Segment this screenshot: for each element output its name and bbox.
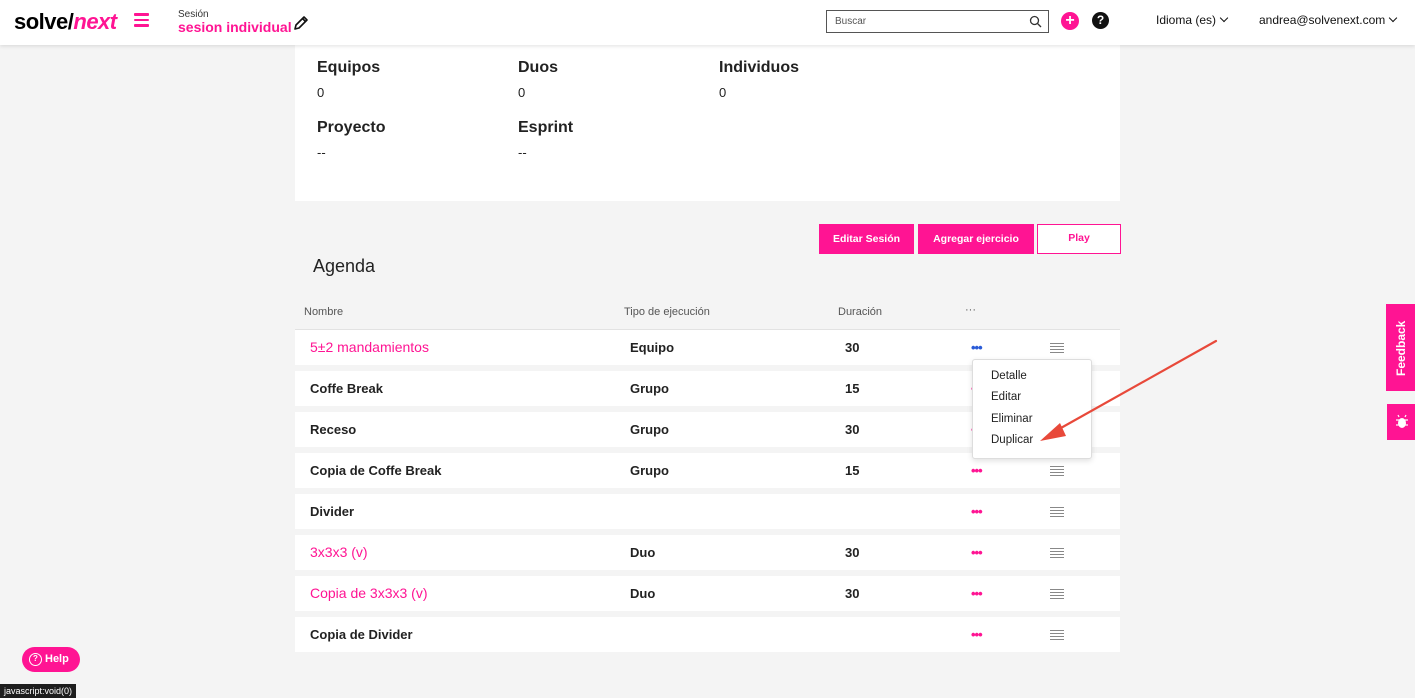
- menu-item-editar[interactable]: Editar: [991, 391, 1022, 403]
- duration: 30: [845, 545, 860, 560]
- exercise-name: Coffe Break: [310, 381, 383, 396]
- exercise-name: Receso: [310, 422, 357, 437]
- column-header-type: Tipo de ejecución: [624, 306, 710, 318]
- drag-handle-icon[interactable]: [1050, 466, 1064, 478]
- agenda-table-header: Nombre Tipo de ejecución Duración ···: [295, 298, 1120, 330]
- browser-status-bar: javascript:void(0): [0, 684, 77, 698]
- agenda-title: Agenda: [313, 256, 376, 276]
- row-menu-dots-icon[interactable]: •••: [971, 545, 983, 560]
- user-email: andrea@solvenext.com: [1259, 13, 1386, 27]
- stat-proyecto: Proyecto --: [317, 119, 385, 160]
- row-menu-dots-icon[interactable]: •••: [971, 586, 983, 601]
- execution-type: Duo: [630, 545, 656, 560]
- stat-value: 0: [317, 85, 325, 100]
- table-row: Divider •••: [295, 494, 1120, 529]
- pencil-icon[interactable]: [293, 15, 309, 31]
- edit-session-button[interactable]: Editar Sesión: [819, 224, 914, 254]
- column-header-actions: ···: [965, 304, 976, 316]
- session-caption: Sesión: [178, 9, 209, 20]
- duration: 30: [845, 422, 860, 437]
- menu-item-eliminar[interactable]: Eliminar: [991, 413, 1033, 425]
- table-row: 3x3x3 (v) Duo 30 •••: [295, 535, 1120, 570]
- table-row: Copia de 3x3x3 (v) Duo 30 •••: [295, 576, 1120, 611]
- exercise-name: Copia de Divider: [310, 627, 413, 642]
- logo[interactable]: solve/next: [14, 9, 117, 35]
- help-button[interactable]: ? Help: [22, 647, 80, 672]
- row-menu-dots-icon[interactable]: •••: [971, 340, 983, 355]
- row-menu-dots-icon[interactable]: •••: [971, 504, 983, 519]
- execution-type: Grupo: [630, 463, 669, 478]
- stat-equipos: Equipos 0: [317, 59, 380, 100]
- execution-type: Equipo: [630, 340, 675, 355]
- duration: 15: [845, 381, 860, 396]
- duration: 30: [845, 340, 860, 355]
- help-question-icon[interactable]: ?: [1092, 12, 1109, 29]
- search-input[interactable]: [827, 11, 1017, 32]
- stat-esprint: Esprint --: [518, 119, 573, 160]
- logo-main-text: solve/: [14, 9, 74, 34]
- feedback-label: Feedback: [1394, 320, 1408, 376]
- drag-handle-icon[interactable]: [1050, 589, 1064, 601]
- language-label: Idioma (es): [1156, 13, 1217, 27]
- session-summary-card: Equipos 0 Duos 0 Individuos 0 Proyecto -…: [295, 45, 1120, 201]
- stat-value: 0: [719, 85, 727, 100]
- bug-report-tab[interactable]: [1387, 404, 1415, 440]
- stat-label: Equipos: [317, 59, 381, 76]
- exercise-name: Copia de Coffe Break: [310, 463, 442, 478]
- menu-item-duplicar[interactable]: Duplicar: [991, 434, 1034, 446]
- chevron-down-icon: [1389, 13, 1398, 23]
- logo-accent-text: next: [73, 9, 117, 34]
- duration: 30: [845, 586, 860, 601]
- stat-label: Duos: [518, 59, 558, 76]
- row-menu-dots-icon[interactable]: •••: [971, 627, 983, 642]
- exercise-name-link[interactable]: 3x3x3 (v): [310, 544, 368, 560]
- stat-value: 0: [518, 85, 526, 100]
- add-icon[interactable]: +: [1061, 12, 1079, 30]
- table-row: Copia de Divider •••: [295, 617, 1120, 652]
- drag-handle-icon[interactable]: [1050, 343, 1064, 355]
- user-menu[interactable]: andrea@solvenext.com: [1259, 13, 1398, 27]
- row-menu-dots-icon[interactable]: •••: [971, 463, 983, 478]
- feedback-tab[interactable]: Feedback: [1386, 304, 1415, 391]
- language-dropdown[interactable]: Idioma (es): [1156, 13, 1229, 27]
- help-circle-icon: ?: [29, 653, 42, 666]
- stat-individuos: Individuos 0: [719, 59, 799, 100]
- session-name: sesion individual: [178, 19, 292, 35]
- bug-icon: [1396, 414, 1408, 428]
- stat-label: Individuos: [719, 59, 799, 76]
- exercise-name: Divider: [310, 504, 355, 519]
- duration: 15: [845, 463, 860, 478]
- exercise-name-link[interactable]: Copia de 3x3x3 (v): [310, 585, 428, 601]
- column-header-duration: Duración: [838, 306, 883, 318]
- drag-handle-icon[interactable]: [1050, 507, 1064, 519]
- search-box: [826, 10, 1049, 33]
- exercise-name-link[interactable]: 5±2 mandamientos: [310, 339, 429, 355]
- add-exercise-button[interactable]: Agregar ejercicio: [918, 224, 1034, 254]
- drag-handle-icon[interactable]: [1050, 630, 1064, 642]
- row-actions-menu: Detalle Editar Eliminar Duplicar: [972, 359, 1092, 459]
- execution-type: Duo: [630, 586, 656, 601]
- stat-duos: Duos 0: [518, 59, 558, 100]
- menu-item-detalle[interactable]: Detalle: [991, 370, 1027, 382]
- top-bar: solve/next Sesión sesion individual + ? …: [0, 0, 1415, 45]
- help-label: Help: [45, 653, 69, 665]
- stat-label: Proyecto: [317, 119, 386, 136]
- stat-label: Esprint: [518, 119, 574, 136]
- play-button[interactable]: Play: [1037, 224, 1121, 254]
- stat-value: --: [317, 145, 326, 160]
- execution-type: Grupo: [630, 381, 669, 396]
- search-icon[interactable]: [1029, 15, 1042, 28]
- hamburger-menu-icon[interactable]: [134, 13, 149, 27]
- annotation-arrow-icon: [1040, 339, 1218, 441]
- stat-value: --: [518, 145, 527, 160]
- execution-type: Grupo: [630, 422, 669, 437]
- column-header-name: Nombre: [304, 306, 344, 318]
- chevron-down-icon: [1219, 13, 1229, 23]
- drag-handle-icon[interactable]: [1050, 548, 1064, 560]
